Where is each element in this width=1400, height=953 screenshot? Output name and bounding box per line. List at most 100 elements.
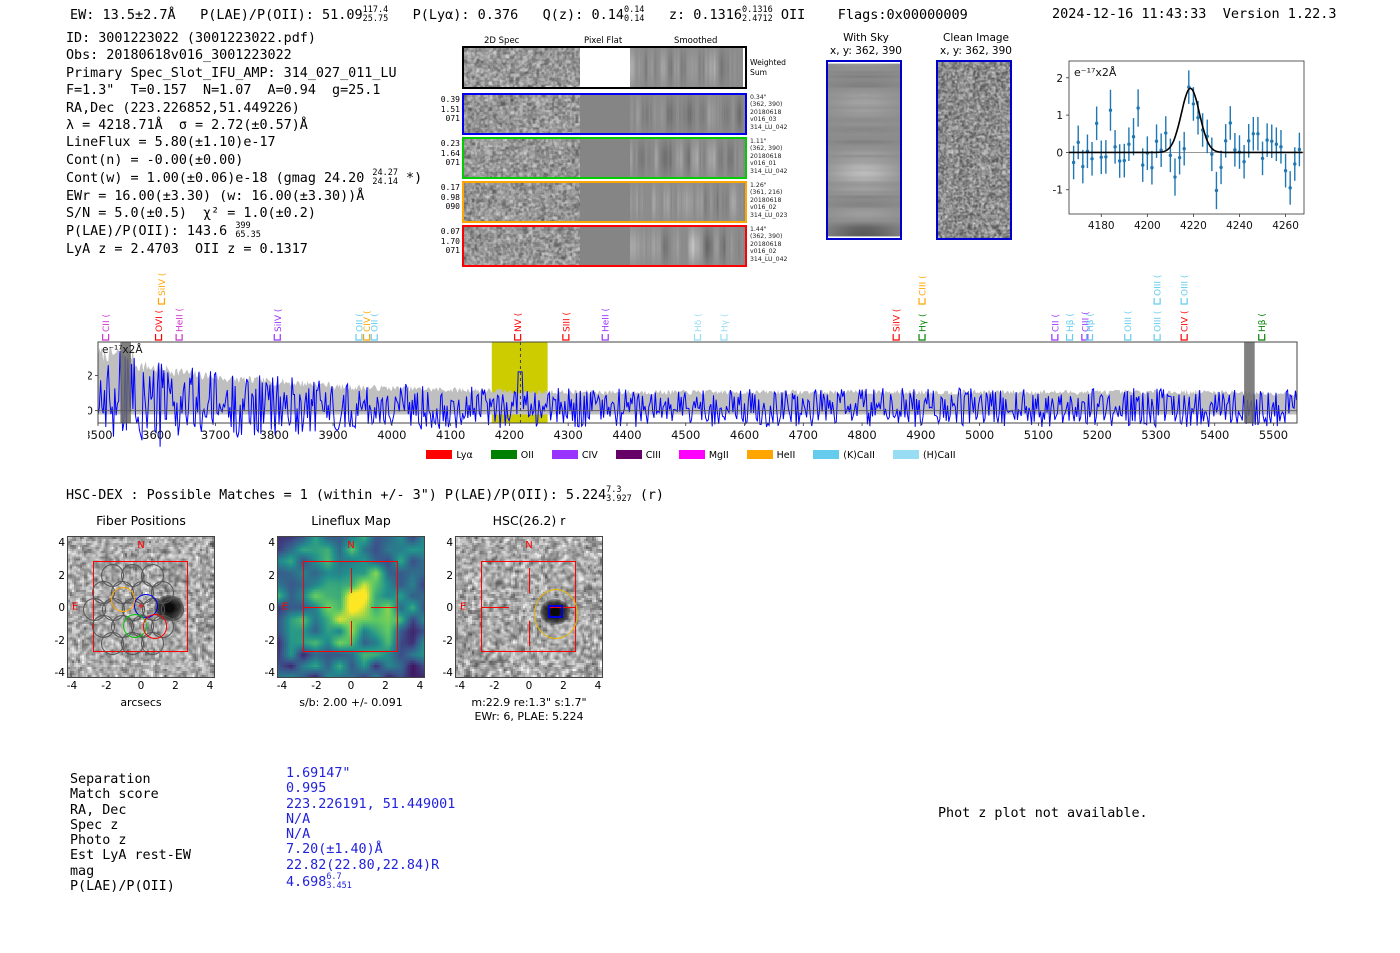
match-table-value: 22.82(22.80,22.84)R — [286, 857, 440, 873]
panel-ytick: -2 — [264, 634, 275, 647]
match-table-key: Spec z — [70, 817, 119, 833]
emission-line-marker — [1081, 334, 1089, 341]
fiber-smoothed-image — [630, 183, 743, 221]
panel-ytick: 0 — [268, 602, 275, 614]
col-header-2dspec: 2D Spec — [484, 36, 520, 46]
legend-swatch — [426, 450, 453, 459]
fiber-right-labels: 1.26" (361, 216) 20180618 v016_02 314_LU_023 — [750, 182, 808, 219]
fiber-right-label: 314_LU_042 — [750, 123, 788, 131]
col-header-pixelflat: Pixel Flat — [584, 36, 623, 46]
spec2d-image — [464, 48, 580, 87]
fiber-right-label: v016_02 — [750, 248, 777, 256]
emission-line-label: CIV ( — [1181, 311, 1191, 332]
emission-line-marker — [355, 334, 363, 341]
legend-swatch — [892, 450, 919, 459]
fiber-left-labels: 0.17 0.98 090 — [426, 183, 460, 212]
hscdex-lo: 3.927 — [606, 494, 632, 504]
emission-line-marker — [273, 334, 281, 341]
emission-line-marker — [1180, 334, 1188, 341]
compass-north: N — [525, 540, 533, 551]
hscdex-line: HSC-DEX : Possible Matches = 1 (within +… — [66, 488, 607, 503]
emission-line-label: HeII ( — [176, 308, 186, 332]
fiber-left-label: 0.07 — [440, 227, 460, 236]
fiber-left-labels: 0.23 1.64 071 — [426, 139, 460, 168]
panel-xtick: 4 — [206, 680, 214, 692]
emission-line-label: Hβ ( — [1066, 313, 1076, 332]
panel-xtick: 0 — [137, 680, 145, 692]
fiber-right-labels: 0.34" (362, 390) 20180618 v016_03 314_LU_042 — [750, 94, 808, 131]
crosshair — [529, 621, 530, 647]
panel-caption: arcsecs — [120, 696, 162, 709]
fiber-smoothed-image — [630, 227, 743, 265]
legend-label: MgII — [708, 450, 729, 461]
fiber-right-label: 314_LU_042 — [750, 255, 788, 263]
spectrum-xtick: 4200 — [495, 428, 524, 442]
info-cont-w-post: *) — [397, 171, 423, 187]
spectrum-unit-annotation: e⁻¹⁷x2Å — [102, 343, 143, 356]
gaussian-fit — [1069, 87, 1303, 154]
emission-line-label: SiIV ( — [274, 309, 284, 332]
spec2d-fiber-row — [462, 225, 747, 267]
info-line-3: F=1.3" T=0.157 N=1.07 A=0.94 g=25.1 — [66, 83, 381, 99]
fiber-2dspec-image — [464, 183, 580, 221]
panel-xtick: -4 — [454, 680, 466, 692]
fiber-right-label: (362, 390) — [750, 145, 783, 153]
fiber-left-labels: 0.39 1.51 071 — [426, 95, 460, 124]
xtick: 4200 — [1134, 220, 1161, 232]
fiber-2dspec-image — [464, 139, 580, 177]
cutout-title-text: Clean Image — [942, 32, 1010, 44]
fiber-right-label: (362, 390) — [750, 233, 783, 241]
fiber-right-label: 314_LU_023 — [750, 211, 788, 219]
spectrum-xtick: 5000 — [965, 428, 994, 442]
header-ew: EW: 13.5±2.7Å — [70, 7, 176, 23]
info-line-ewr: EWr = 16.00(±3.30) (w: 16.00(±3.30))Å — [66, 188, 365, 204]
fiber-right-label: v016_01 — [750, 160, 777, 168]
spectrum-xtick: 4900 — [906, 428, 935, 442]
red-aperture-box — [303, 561, 398, 652]
fiber-left-label: 090 — [445, 202, 460, 211]
panel-ytick: 2 — [58, 569, 65, 582]
header-summary-line: EW: 13.5±2.7Å P(LAE)/P(OII): 51.09117.4 2… — [70, 6, 968, 24]
legend-label: (K)CaII — [843, 450, 875, 461]
error-band — [98, 346, 1297, 415]
panel-ytick: 4 — [58, 537, 65, 549]
match-table-key: Est LyA rest-EW — [70, 848, 191, 864]
panel-xtick: -2 — [489, 680, 500, 692]
ytick: 1 — [1056, 110, 1063, 122]
emission-line-marker — [562, 334, 570, 341]
header-plae-label: P(LAE)/P(OII): 51.09 — [200, 7, 363, 23]
emission-line-label: Hγ ( — [720, 314, 730, 332]
col-header-smoothed: Smoothed — [674, 36, 718, 46]
fiber-left-label: 0.98 — [440, 192, 460, 202]
emission-line-marker — [154, 334, 163, 341]
match-table-key: RA, Dec — [70, 802, 127, 818]
emission-line-marker — [1153, 298, 1161, 305]
emission-line-marker — [514, 334, 522, 341]
header-plae-hi: 117.4 — [362, 5, 389, 15]
fiber-right-label: 20180618 — [750, 240, 782, 248]
spectrum-xtick: 4100 — [436, 428, 465, 442]
info-line-6: LineFlux = 5.80(±1.10)e-17 — [66, 135, 276, 151]
fiber-right-label: 20180618 — [750, 196, 782, 204]
match-table-value: 7.20(±1.40)Å — [286, 842, 383, 858]
info-line-sn: S/N = 5.0(±0.5) χ² = 1.0(±0.2) — [66, 206, 316, 222]
panel-xtick: 0 — [525, 680, 533, 692]
match-table-key: P(LAE)/P(OII) — [70, 879, 175, 895]
cutout-title: With Sky x, y: 362, 390 — [804, 32, 928, 57]
emission-line-label: OIII ( — [1154, 311, 1164, 332]
legend-label: HeII — [776, 450, 796, 461]
panel-ytick: 0 — [58, 602, 65, 614]
info-line-5: λ = 4218.71Å σ = 2.72(±0.57)Å — [66, 118, 308, 134]
fiber-right-label: 1.44" — [750, 226, 767, 233]
info-plae-hi: 399 — [235, 221, 251, 232]
fiber-left-label: 0.39 — [440, 95, 460, 104]
fiber-pixelflat-image — [580, 139, 630, 177]
fiber-left-label: 1.70 — [440, 236, 460, 246]
legend-swatch — [615, 450, 642, 459]
header-qz-hi: 0.14 — [623, 5, 645, 15]
match-table-value: N/A — [286, 827, 311, 843]
info-line-0: ID: 3001223022 (3001223022.pdf) — [66, 31, 316, 46]
spectrum-xtick: 4500 — [671, 428, 700, 442]
